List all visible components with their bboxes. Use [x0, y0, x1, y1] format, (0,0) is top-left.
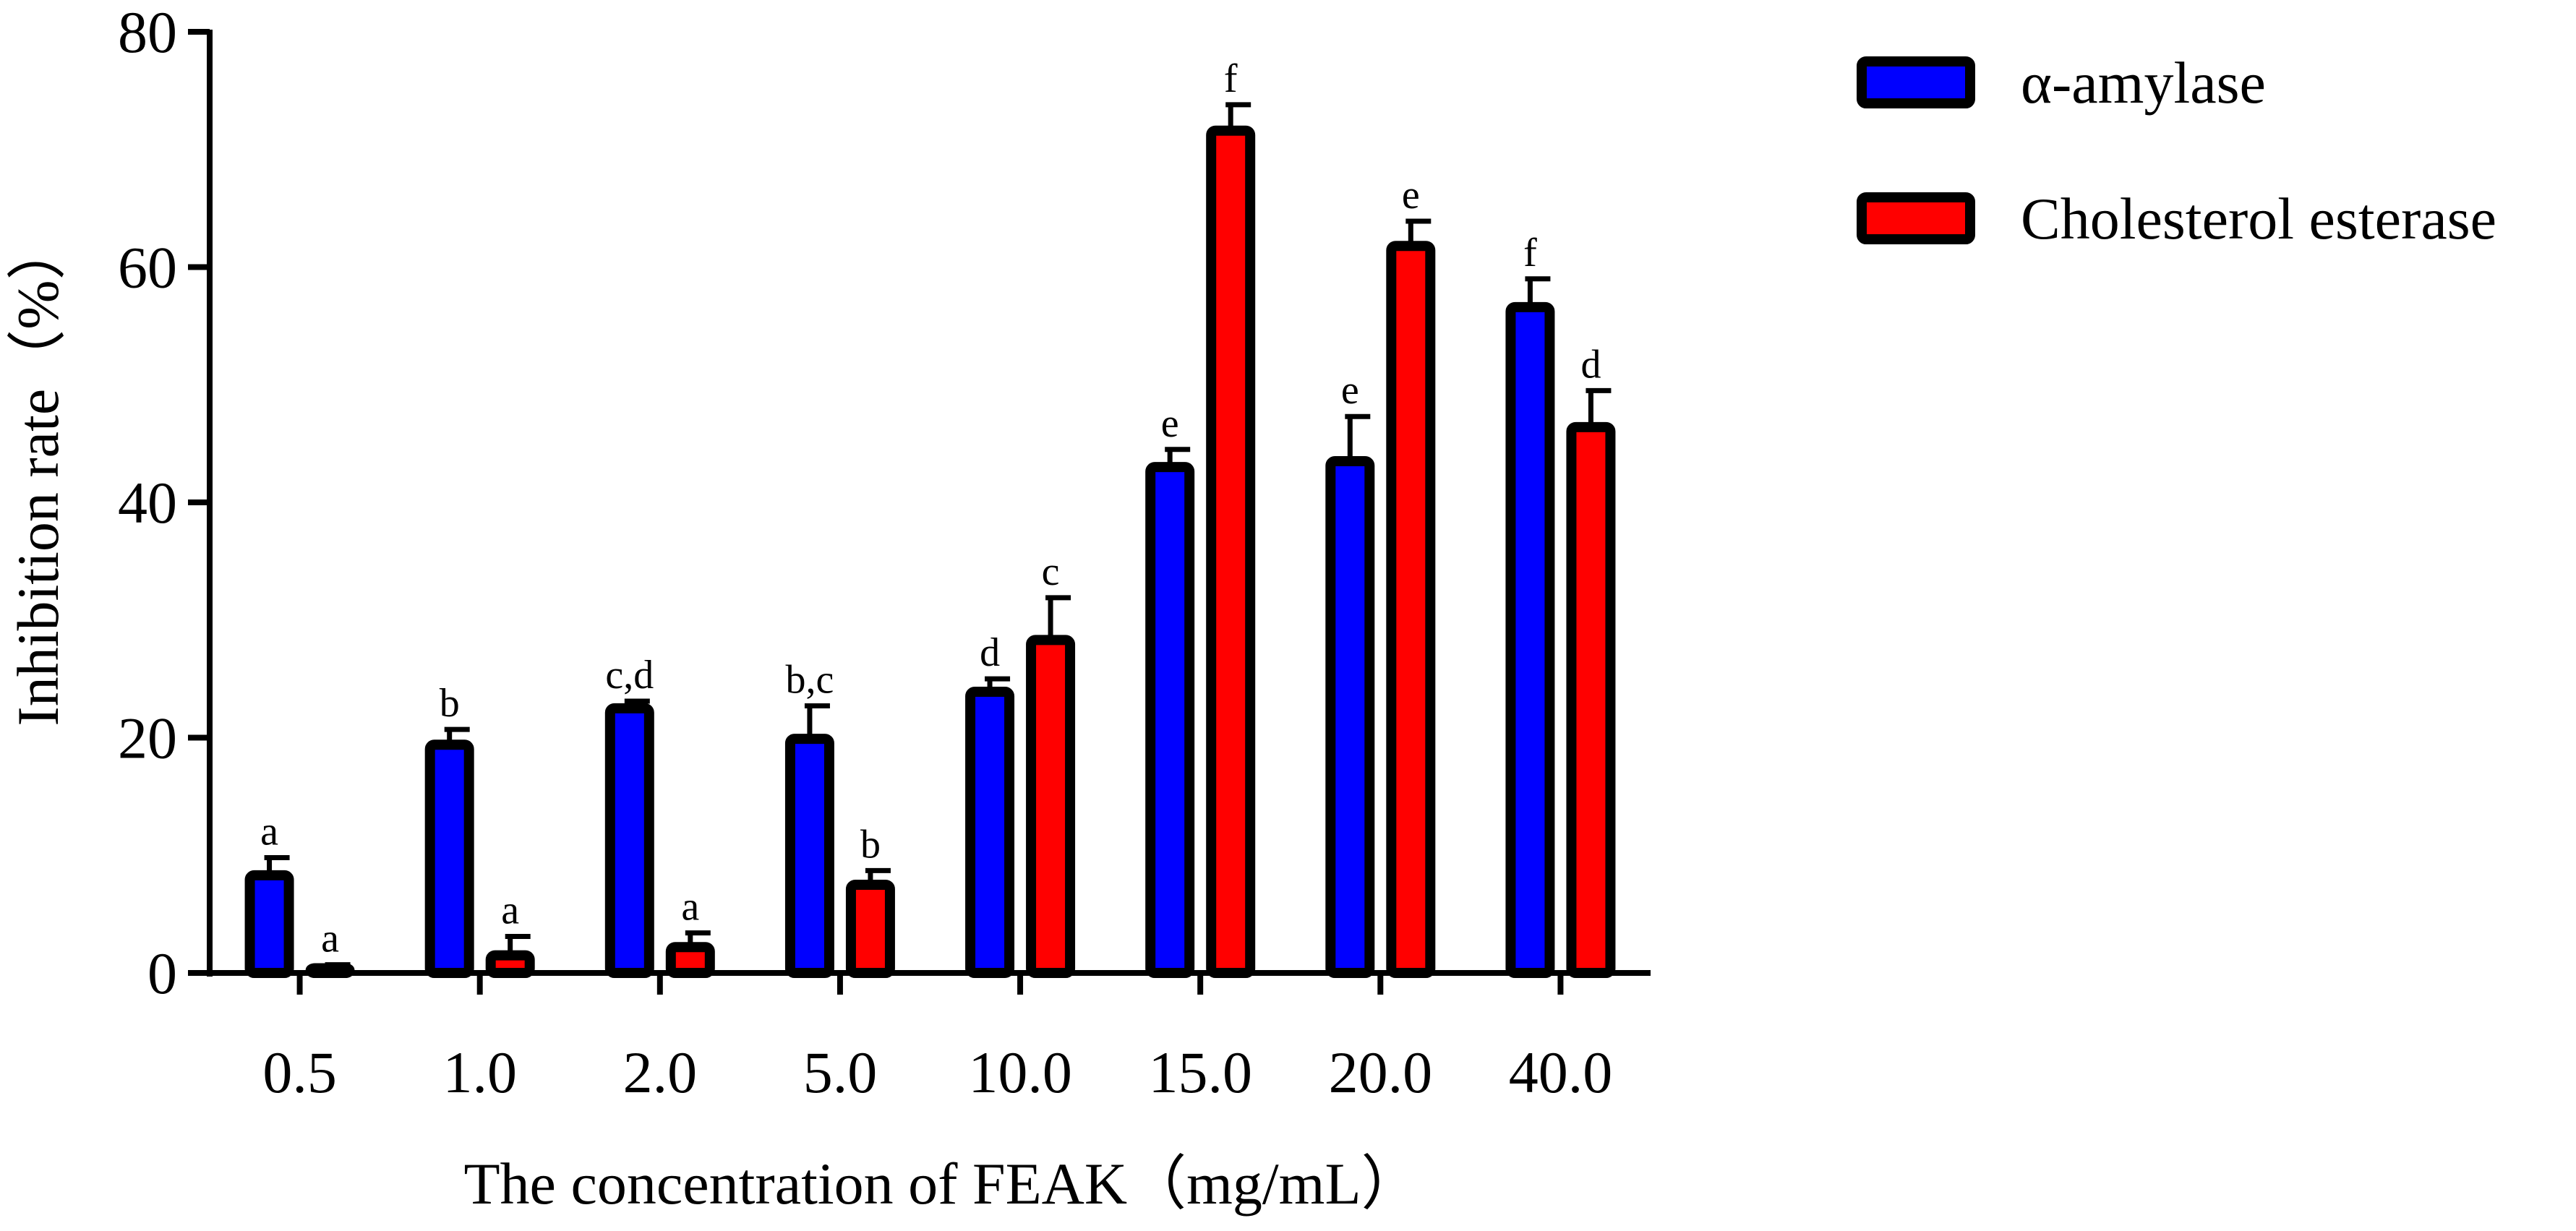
significance-label: a — [501, 888, 519, 933]
bar — [1566, 421, 1616, 978]
y-tick-label: 0 — [147, 940, 177, 1006]
bar — [965, 687, 1015, 979]
x-tick-label: 20.0 — [1329, 1039, 1433, 1105]
bar — [1206, 125, 1256, 979]
legend-swatch — [1857, 56, 1975, 108]
significance-label: f — [1523, 231, 1537, 275]
bar — [604, 703, 654, 978]
legend-swatch — [1857, 192, 1975, 244]
legend: α-amylase Cholesterol esterase — [1857, 50, 2496, 252]
y-tick-label: 20 — [118, 705, 177, 771]
significance-label: e — [1161, 401, 1179, 446]
bar — [1325, 456, 1375, 978]
bar — [1505, 301, 1555, 978]
x-tick-label: 10.0 — [968, 1039, 1072, 1105]
significance-label: b — [440, 681, 460, 726]
y-axis-title: Inhibition rate（%） — [5, 220, 71, 726]
x-tick-label: 0.5 — [262, 1039, 337, 1105]
bar — [424, 739, 474, 978]
significance-label: f — [1224, 56, 1238, 101]
bar — [845, 879, 895, 978]
x-tick-label: 5.0 — [803, 1039, 878, 1105]
x-tick-label: 15.0 — [1148, 1039, 1252, 1105]
bar — [1145, 462, 1195, 978]
bar — [784, 734, 834, 978]
significance-label: b — [860, 822, 881, 867]
legend-label: Cholesterol esterase — [2021, 186, 2496, 252]
bar — [1386, 241, 1436, 978]
y-tick-label: 40 — [118, 470, 177, 536]
significance-label: b,c — [786, 658, 834, 703]
significance-label: c — [1042, 549, 1060, 594]
x-tick-label: 1.0 — [442, 1039, 517, 1105]
bar — [485, 950, 535, 979]
x-tick-label: 40.0 — [1509, 1039, 1613, 1105]
significance-label: d — [1580, 342, 1601, 387]
x-tick-label: 2.0 — [623, 1039, 698, 1105]
bar — [1026, 635, 1076, 978]
bars — [244, 102, 1616, 979]
significance-label: e — [1341, 368, 1359, 413]
significance-label: a — [321, 917, 339, 961]
bar — [665, 942, 715, 978]
y-tick-label: 60 — [118, 235, 177, 301]
significance-label: a — [681, 885, 699, 930]
significance-label: c,d — [605, 653, 654, 698]
legend-label: α-amylase — [2021, 50, 2266, 116]
x-axis-title: The concentration of FEAK（mg/mL） — [463, 1151, 1420, 1217]
significance-label: a — [260, 810, 278, 854]
y-tick-label: 80 — [118, 0, 177, 65]
significance-label: d — [980, 630, 1000, 675]
bar — [244, 870, 294, 978]
bar — [305, 963, 355, 978]
significance-label: e — [1402, 173, 1420, 218]
